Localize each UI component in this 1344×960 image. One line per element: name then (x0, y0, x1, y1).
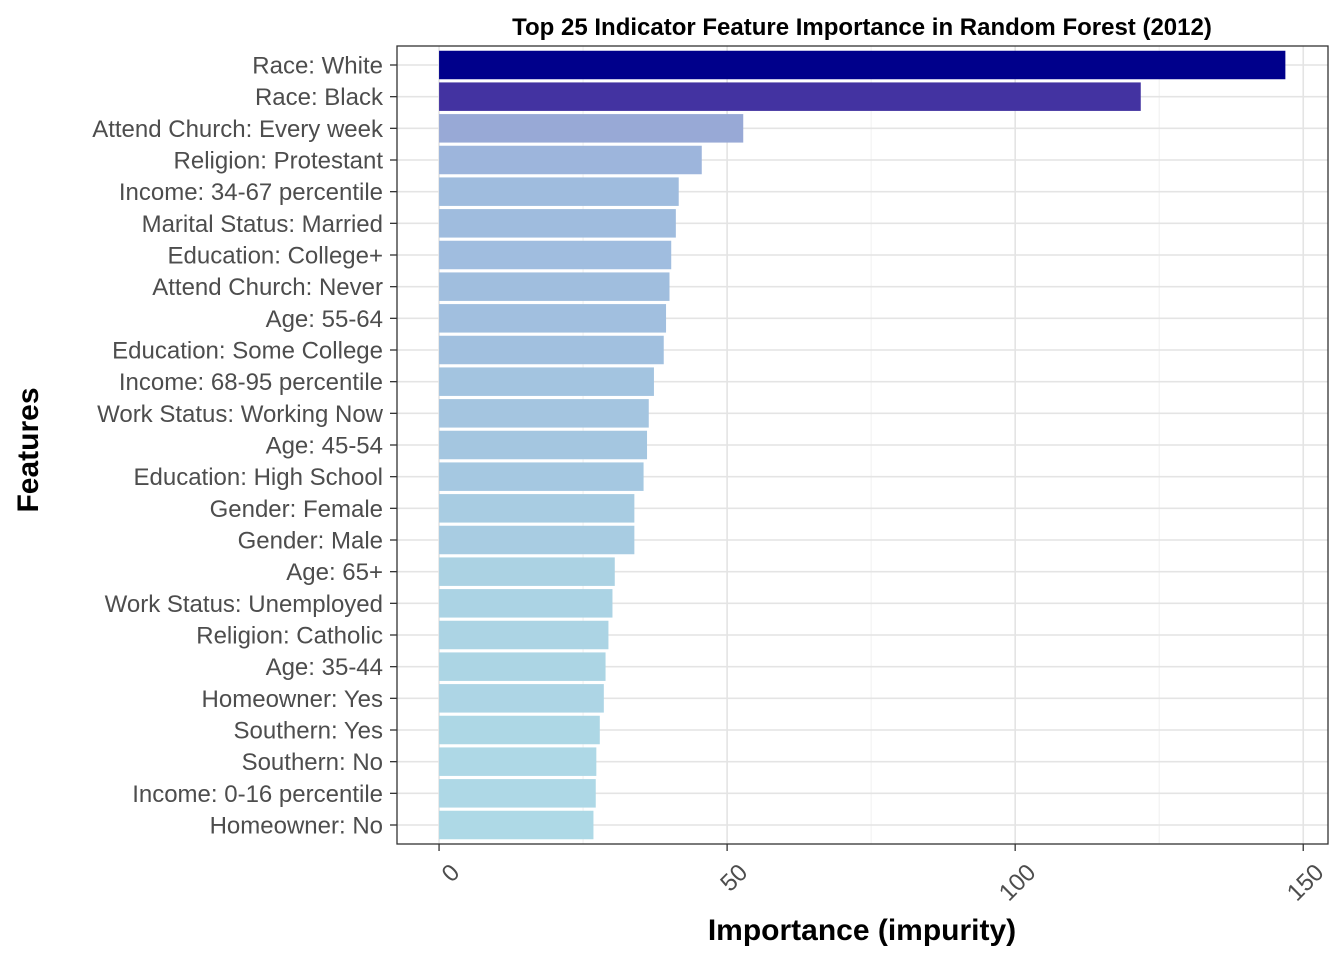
y-tick-label: Homeowner: Yes (202, 686, 383, 713)
bar (439, 652, 606, 681)
bar (439, 525, 635, 555)
y-tick-label: Income: 68-95 percentile (119, 369, 383, 396)
bar (439, 715, 600, 745)
y-axis: Race: White Race: Black Attend Church: Eve… (92, 53, 397, 840)
x-tick-label: 100 (994, 859, 1041, 906)
y-tick-label: Marital Status: Married (142, 211, 383, 238)
y-tick-label: Religion: Protestant (174, 148, 384, 175)
bar (439, 304, 667, 333)
y-axis-title: Features (12, 387, 45, 512)
y-tick-label: Gender: Male (238, 528, 383, 555)
x-tick-label: 150 (1282, 859, 1329, 906)
y-tick-label: Homeowner: No (210, 813, 383, 840)
y-tick-label: Age: 35-44 (266, 654, 383, 681)
bar (439, 747, 597, 776)
y-tick-label: Gender: Female (210, 496, 383, 523)
bar (439, 335, 664, 365)
y-tick-label: Race: White (252, 53, 383, 80)
y-tick-label: Income: 34-67 percentile (119, 179, 383, 206)
y-tick-label: Work Status: Working Now (97, 401, 384, 428)
bar (439, 50, 1286, 80)
bar (439, 557, 615, 586)
bars (439, 50, 1286, 840)
bar (439, 589, 613, 618)
y-tick-label: Southern: Yes (234, 718, 383, 745)
y-tick-label: Education: High School (134, 464, 384, 491)
y-tick-label: Age: 45-54 (266, 433, 383, 460)
bar (439, 462, 644, 491)
x-tick-label: 50 (715, 859, 753, 897)
y-tick-label: Work Status: Unemployed (105, 591, 383, 618)
x-axis-title: Importance (impurity) (708, 914, 1016, 947)
bar (439, 82, 1141, 111)
y-tick-label: Education: College+ (168, 243, 383, 270)
bar (439, 272, 670, 301)
y-tick-label: Age: 65+ (286, 559, 383, 586)
bar (439, 399, 649, 428)
bar (439, 177, 679, 206)
y-tick-label: Attend Church: Every week (92, 116, 384, 143)
y-tick-label: Education: Some College (112, 338, 383, 365)
bar (439, 430, 648, 460)
bar (439, 145, 702, 175)
x-axis: 0 50 100 150 (437, 844, 1329, 906)
bar (439, 240, 672, 270)
chart-title: Top 25 Indicator Feature Importance in R… (512, 14, 1212, 41)
x-tick-label: 0 (437, 859, 466, 888)
y-tick-label: Race: Black (255, 84, 384, 111)
bar (439, 620, 609, 650)
bar (439, 810, 594, 840)
y-tick-label: Attend Church: Never (152, 274, 383, 301)
y-tick-label: Income: 0-16 percentile (132, 781, 383, 808)
y-tick-label: Southern: No (242, 749, 383, 776)
bar (439, 209, 676, 238)
bar (439, 367, 654, 396)
bar (439, 494, 635, 523)
bar (439, 114, 744, 143)
y-tick-label: Age: 55-64 (266, 306, 383, 333)
bar (439, 684, 604, 713)
bar (439, 779, 596, 808)
y-tick-label: Religion: Catholic (196, 623, 383, 650)
